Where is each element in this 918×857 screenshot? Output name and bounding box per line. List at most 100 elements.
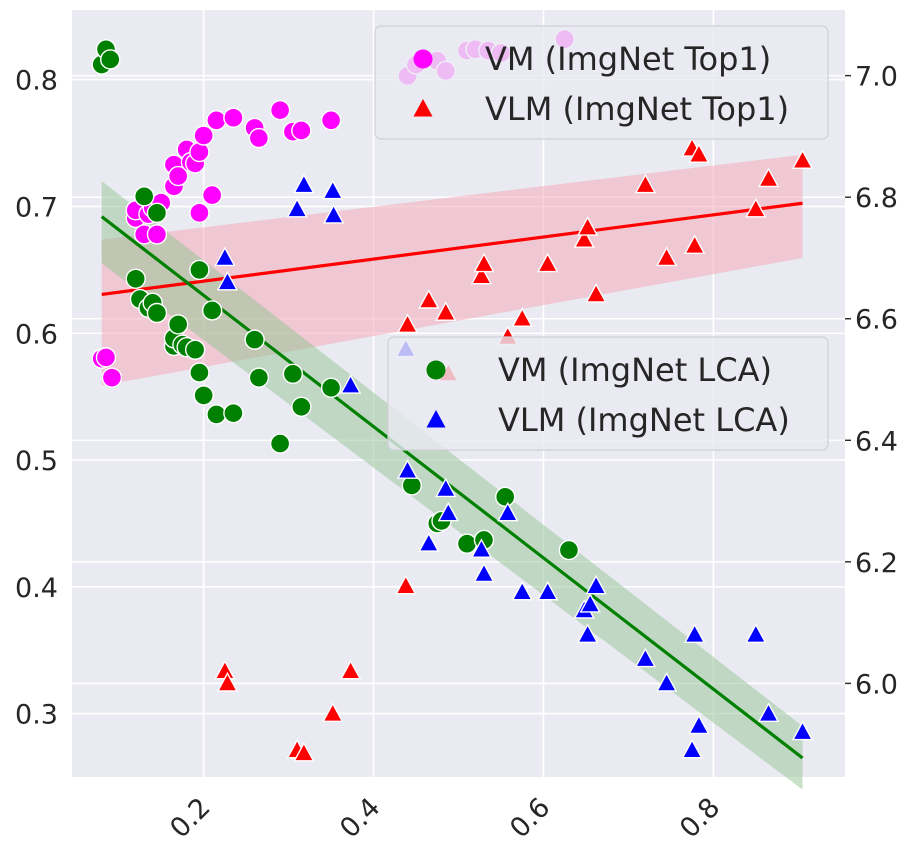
data-point — [688, 714, 710, 735]
data-point — [537, 252, 559, 273]
legend-marker — [413, 49, 433, 69]
y-left-tick-label: 0.5 — [15, 446, 58, 477]
data-point — [655, 246, 678, 267]
data-point — [683, 234, 706, 255]
data-point — [322, 203, 345, 224]
data-point — [791, 720, 814, 741]
x-tick-label: 0.6 — [504, 792, 556, 844]
data-point — [184, 339, 206, 360]
regression-line-0 — [101, 201, 803, 297]
x-axis-ticks: 0.2 0.4 0.6 0.8 — [164, 792, 726, 844]
data-point — [189, 202, 210, 224]
data-point — [134, 186, 155, 207]
x-tick-label: 0.4 — [334, 792, 386, 844]
y-left-tick-label: 0.6 — [15, 319, 58, 350]
data-point — [437, 501, 459, 522]
data-point — [286, 197, 308, 218]
data-point — [473, 252, 495, 273]
legend-box — [374, 25, 829, 140]
x-tick-label: 0.2 — [164, 792, 216, 844]
y-right-tick-label: 7.0 — [855, 62, 898, 93]
data-point — [435, 301, 457, 321]
y-right-tick-label: 6.8 — [855, 183, 898, 214]
data-point — [167, 165, 189, 187]
data-point — [248, 127, 270, 149]
data-point — [146, 224, 168, 245]
data-point — [456, 533, 478, 554]
data-point — [189, 259, 210, 281]
data-point — [396, 459, 419, 479]
data-point — [322, 179, 344, 200]
legend-marker — [413, 99, 433, 117]
data-point — [206, 404, 227, 425]
data-point — [101, 367, 123, 388]
data-point — [269, 433, 291, 454]
data-point — [223, 402, 244, 424]
data-point — [320, 377, 342, 398]
legend-label: VM (ImgNet LCA) — [498, 351, 772, 389]
series-2 — [91, 39, 580, 561]
data-point — [146, 202, 168, 224]
data-point — [791, 149, 814, 169]
data-point — [576, 216, 599, 236]
series-1 — [214, 137, 814, 762]
data-point — [167, 314, 189, 335]
series-3 — [214, 173, 814, 759]
data-point — [470, 538, 493, 558]
data-point — [683, 623, 706, 643]
data-point — [293, 741, 315, 762]
data-point — [585, 574, 607, 595]
legend-top: VM (ImgNet Top1) VLM (ImgNet Top1) — [374, 25, 829, 140]
y-left-tick-label: 0.4 — [15, 573, 58, 604]
data-point — [511, 580, 533, 601]
data-point — [681, 738, 703, 759]
data-point — [216, 671, 239, 692]
data-point — [223, 107, 244, 128]
y-left-tick-label: 0.8 — [15, 66, 58, 97]
data-point — [248, 367, 270, 388]
y-left-tick-label: 0.3 — [15, 700, 58, 731]
data-point — [745, 623, 767, 643]
legend-label: VLM (ImgNet Top1) — [485, 90, 789, 128]
data-point — [634, 173, 657, 194]
data-point — [320, 110, 342, 131]
legend-label: VM (ImgNet Top1) — [485, 40, 771, 78]
data-point — [396, 313, 419, 334]
data-point — [497, 501, 519, 522]
left-axis-ticks: 0.3 0.4 0.5 0.6 0.7 0.8 — [15, 66, 58, 731]
data-point — [585, 282, 607, 303]
data-point — [435, 477, 457, 498]
data-point — [189, 362, 210, 383]
data-point — [470, 264, 493, 285]
data-point — [193, 125, 214, 146]
data-point — [206, 110, 227, 131]
legend-marker — [426, 410, 446, 428]
data-point — [100, 49, 121, 70]
data-point — [537, 580, 559, 601]
legend-marker — [426, 360, 446, 380]
data-point — [216, 270, 239, 291]
data-point — [745, 197, 767, 218]
y-left-tick-label: 0.7 — [15, 193, 58, 224]
data-point — [201, 300, 223, 321]
right-axis-ticks: 6.0 6.2 6.4 6.6 6.8 7.0 — [845, 62, 898, 700]
data-point — [322, 702, 344, 722]
data-point — [201, 184, 223, 206]
data-point — [495, 486, 516, 508]
data-point — [688, 143, 710, 163]
data-point — [418, 289, 440, 309]
legend-box — [387, 336, 829, 451]
data-point — [757, 167, 780, 188]
data-point — [244, 329, 265, 350]
data-point — [757, 702, 780, 722]
y-right-tick-label: 6.2 — [855, 548, 898, 579]
y-right-tick-label: 6.0 — [855, 669, 898, 700]
legend-label: VLM (ImgNet LCA) — [498, 401, 790, 439]
y-right-tick-label: 6.6 — [855, 305, 898, 336]
data-point — [282, 363, 304, 385]
data-point — [146, 302, 168, 324]
data-point — [95, 347, 117, 368]
x-tick-label: 0.8 — [674, 792, 726, 844]
data-point — [655, 671, 678, 692]
